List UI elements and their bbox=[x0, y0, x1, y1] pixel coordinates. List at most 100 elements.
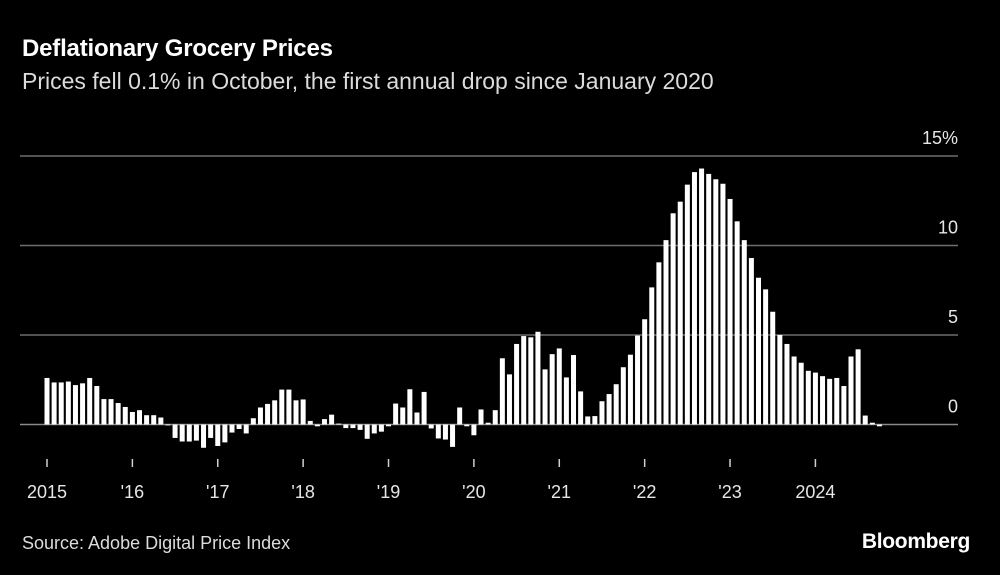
bar bbox=[101, 399, 107, 425]
bar bbox=[464, 424, 470, 427]
bar bbox=[549, 354, 555, 425]
bar bbox=[642, 319, 648, 425]
bar bbox=[357, 424, 363, 430]
y-tick-label: 0 bbox=[948, 397, 958, 417]
bar bbox=[151, 415, 157, 425]
bar bbox=[279, 389, 285, 425]
bar bbox=[386, 424, 392, 427]
bar bbox=[613, 384, 619, 425]
bar bbox=[528, 337, 534, 425]
bar bbox=[393, 403, 399, 425]
bar bbox=[208, 424, 214, 438]
bar bbox=[706, 173, 712, 425]
y-axis: 0 5 10 15% bbox=[922, 128, 958, 417]
bar bbox=[684, 184, 690, 425]
bar bbox=[293, 400, 299, 425]
bloomberg-logo: Bloomberg bbox=[861, 530, 970, 553]
bar bbox=[329, 414, 335, 425]
bar bbox=[663, 240, 669, 425]
bar bbox=[165, 424, 171, 426]
bar bbox=[336, 423, 342, 425]
bar bbox=[820, 376, 826, 425]
bar bbox=[115, 403, 121, 425]
bar bbox=[649, 287, 655, 425]
bar bbox=[51, 382, 57, 425]
bar bbox=[215, 424, 221, 446]
y-tick-label: 10 bbox=[938, 218, 958, 238]
bar bbox=[741, 240, 747, 425]
bar bbox=[80, 383, 86, 425]
bar bbox=[635, 335, 641, 425]
bar bbox=[222, 424, 228, 443]
x-tick-label: '18 bbox=[291, 482, 314, 502]
bar bbox=[656, 262, 662, 425]
bar bbox=[407, 389, 413, 425]
bar bbox=[300, 399, 306, 425]
x-tick-label: '22 bbox=[633, 482, 656, 502]
bar bbox=[65, 381, 71, 425]
bar bbox=[713, 179, 719, 425]
bar bbox=[535, 331, 541, 425]
bar bbox=[563, 377, 569, 425]
bar bbox=[784, 343, 790, 425]
bar bbox=[321, 419, 327, 425]
bar bbox=[243, 424, 249, 434]
bar bbox=[250, 418, 256, 425]
bar bbox=[841, 386, 847, 425]
bar bbox=[471, 424, 477, 436]
bar bbox=[400, 407, 406, 425]
x-tick-label: '21 bbox=[548, 482, 571, 502]
bar bbox=[798, 362, 804, 425]
bar bbox=[172, 424, 178, 438]
bar bbox=[193, 424, 199, 441]
bar bbox=[585, 416, 591, 425]
bar bbox=[144, 415, 150, 425]
bar bbox=[556, 348, 562, 425]
bar bbox=[727, 198, 733, 425]
bar bbox=[670, 213, 676, 425]
chart-subtitle: Prices fell 0.1% in October, the first a… bbox=[22, 68, 714, 94]
bar bbox=[201, 424, 207, 448]
bar bbox=[428, 424, 434, 429]
bar bbox=[435, 424, 441, 439]
bar bbox=[770, 311, 776, 425]
bar bbox=[542, 369, 548, 425]
y-tick-label: 15% bbox=[922, 128, 958, 148]
x-axis: 2015 '16 '17 '18 '19 '20 '21 '22 '23 2024 bbox=[27, 459, 835, 502]
bar bbox=[592, 416, 598, 425]
bar bbox=[763, 289, 769, 425]
bar bbox=[371, 424, 377, 434]
bar bbox=[734, 221, 740, 425]
bar bbox=[257, 407, 263, 425]
bar bbox=[421, 391, 427, 425]
bar bbox=[414, 412, 420, 425]
bar bbox=[158, 417, 164, 425]
chart-title: Deflationary Grocery Prices bbox=[22, 35, 333, 62]
bar bbox=[492, 410, 498, 425]
bar bbox=[236, 424, 242, 429]
bar bbox=[777, 335, 783, 425]
bar bbox=[514, 343, 520, 425]
bar bbox=[94, 386, 100, 425]
bar bbox=[457, 407, 463, 425]
bar bbox=[834, 377, 840, 425]
bar bbox=[869, 422, 875, 425]
bar bbox=[364, 424, 370, 439]
bar bbox=[599, 401, 605, 425]
bar bbox=[314, 424, 320, 427]
bar bbox=[506, 374, 512, 425]
bar bbox=[720, 183, 726, 425]
bar bbox=[571, 355, 577, 425]
bar bbox=[129, 411, 135, 425]
x-tick-label: '20 bbox=[462, 482, 485, 502]
bar bbox=[442, 424, 448, 440]
bar bbox=[748, 258, 754, 425]
bar bbox=[499, 358, 505, 425]
bar bbox=[620, 367, 626, 425]
bar bbox=[229, 424, 235, 433]
bar bbox=[578, 391, 584, 425]
bar bbox=[179, 424, 185, 442]
bar bbox=[44, 377, 50, 425]
bar bbox=[108, 399, 114, 425]
x-tick-label: '17 bbox=[206, 482, 229, 502]
